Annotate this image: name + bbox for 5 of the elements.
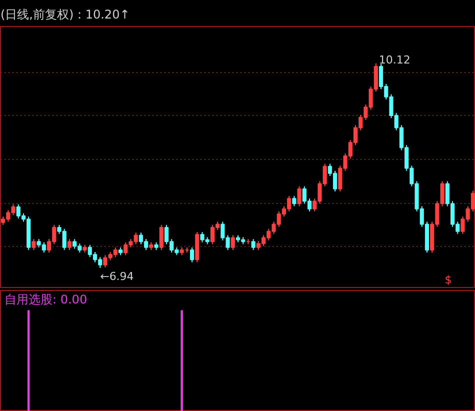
text: ←6.94 [100,270,134,284]
chart-title: (日线,前复权) : 10.20↑ [0,8,130,22]
text: 自用选股: 0.00 [4,292,88,306]
text: $ [444,273,452,286]
annotation: 10.12 [378,53,410,66]
